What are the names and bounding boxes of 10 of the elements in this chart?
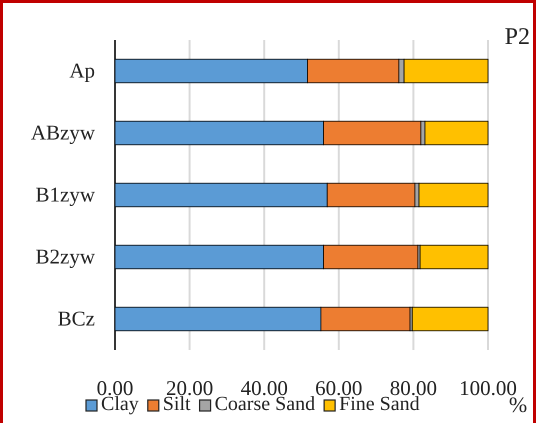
y-tick-label: Ap xyxy=(69,58,95,83)
text: P2 xyxy=(504,24,530,50)
y-tick-label: ABzyw xyxy=(30,120,96,145)
y-tick-label: B1zyw xyxy=(36,182,96,207)
bar xyxy=(420,244,488,270)
y-tick-label: BCz xyxy=(58,306,95,331)
y-tick-label: B2zyw xyxy=(36,244,96,269)
bar xyxy=(424,120,488,146)
bar xyxy=(418,182,488,208)
bar xyxy=(412,306,488,332)
